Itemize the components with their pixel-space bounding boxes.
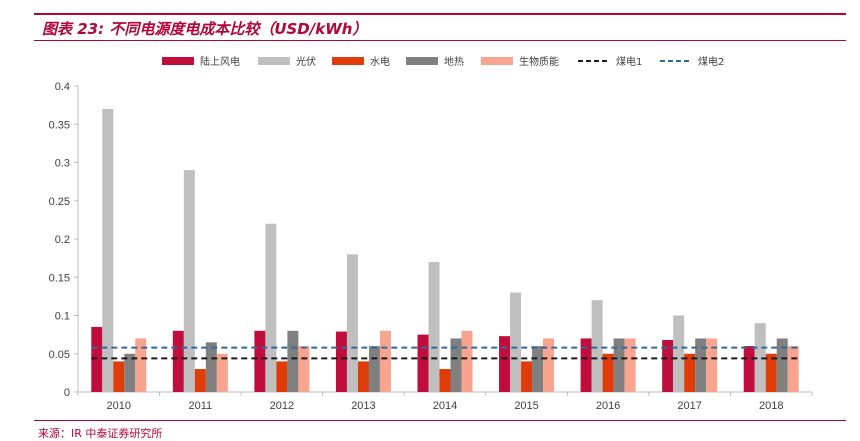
bar <box>346 254 358 392</box>
bar <box>706 338 718 392</box>
figure-title: 图表 23: 不同电源度电成本比较（USD/kWh） <box>42 20 368 38</box>
bar <box>591 300 603 392</box>
x-tick-label: 2014 <box>433 400 457 412</box>
bar <box>276 361 288 392</box>
y-tick-label: 0.35 <box>49 119 70 131</box>
bar <box>205 342 217 392</box>
bar <box>684 353 696 392</box>
bar <box>580 338 592 392</box>
x-tick-label: 2016 <box>596 400 620 412</box>
bar <box>113 361 125 392</box>
legend-swatch <box>481 57 513 65</box>
bar <box>624 338 636 392</box>
bar <box>102 108 114 392</box>
bar <box>254 330 266 392</box>
bar <box>379 330 391 392</box>
legend-swatch <box>162 57 194 65</box>
title-bottom-rule <box>34 40 846 41</box>
bar <box>335 331 347 392</box>
bar <box>499 336 511 392</box>
bar <box>417 334 429 392</box>
legend-label: 煤电1 <box>616 55 642 68</box>
figure-title-block: 图表 23: 不同电源度电成本比较（USD/kWh） <box>34 0 846 41</box>
source-note: 来源：IR 中泰证券研究所 <box>38 427 163 440</box>
bar <box>602 353 614 392</box>
bar <box>754 323 766 392</box>
x-tick-label: 2015 <box>514 400 538 412</box>
legend-label: 煤电2 <box>698 55 724 68</box>
y-tick-label: 0 <box>64 387 70 399</box>
legend-label: 生物质能 <box>519 55 559 68</box>
bar <box>461 330 473 392</box>
bar <box>613 338 625 392</box>
x-tick-label: 2012 <box>270 400 294 412</box>
y-tick-label: 0.15 <box>49 272 70 284</box>
title-top-rule <box>34 13 846 15</box>
bar <box>765 353 777 392</box>
bar <box>265 223 277 392</box>
legend-swatch <box>406 57 438 65</box>
bar <box>287 330 299 392</box>
bar <box>298 346 310 392</box>
figure-footer: 来源：IR 中泰证券研究所 <box>34 418 846 441</box>
legend-label: 光伏 <box>296 55 316 68</box>
x-tick-label: 2013 <box>351 400 375 412</box>
y-tick-label: 0.1 <box>55 311 70 323</box>
bar <box>673 315 685 392</box>
footer-rule <box>34 420 846 421</box>
y-tick-label: 0.3 <box>55 158 70 170</box>
bar <box>695 338 707 392</box>
bar <box>428 261 440 392</box>
bar <box>194 369 206 392</box>
bar <box>124 353 136 392</box>
bar <box>543 338 555 392</box>
bar <box>521 361 533 392</box>
y-tick-label: 0.25 <box>49 196 70 208</box>
x-tick-label: 2018 <box>759 400 783 412</box>
y-tick-label: 0.05 <box>49 349 70 361</box>
bar <box>357 361 369 392</box>
x-tick-label: 2010 <box>107 400 131 412</box>
bar <box>450 338 462 392</box>
x-tick-label: 2017 <box>677 400 701 412</box>
bar-chart: 0 0.05 0.1 0.15 0.2 0.25 0.3 0.35 0.4 2010 2011 201… <box>49 55 813 412</box>
legend-label: 陆上风电 <box>200 55 240 68</box>
y-tick-label: 0.2 <box>55 234 70 246</box>
bar <box>172 330 184 392</box>
bar <box>368 346 380 392</box>
chart-area: 0 0.05 0.1 0.15 0.2 0.25 0.3 0.35 0.4 2010 2011 201… <box>34 42 846 418</box>
legend-swatch <box>332 57 364 65</box>
bar <box>787 346 799 392</box>
bar <box>135 338 147 392</box>
bar <box>183 170 195 392</box>
bar <box>216 353 228 392</box>
bar <box>532 346 544 392</box>
legend-swatch <box>258 57 290 65</box>
bar <box>743 346 755 392</box>
y-tick-label: 0.4 <box>55 81 70 93</box>
bar <box>776 338 788 392</box>
bar <box>439 369 451 392</box>
legend-label: 水电 <box>370 55 390 68</box>
legend-label: 地热 <box>444 55 464 68</box>
bar <box>91 326 103 392</box>
bar <box>510 292 522 392</box>
x-tick-label: 2011 <box>189 400 213 412</box>
bar <box>662 339 674 392</box>
